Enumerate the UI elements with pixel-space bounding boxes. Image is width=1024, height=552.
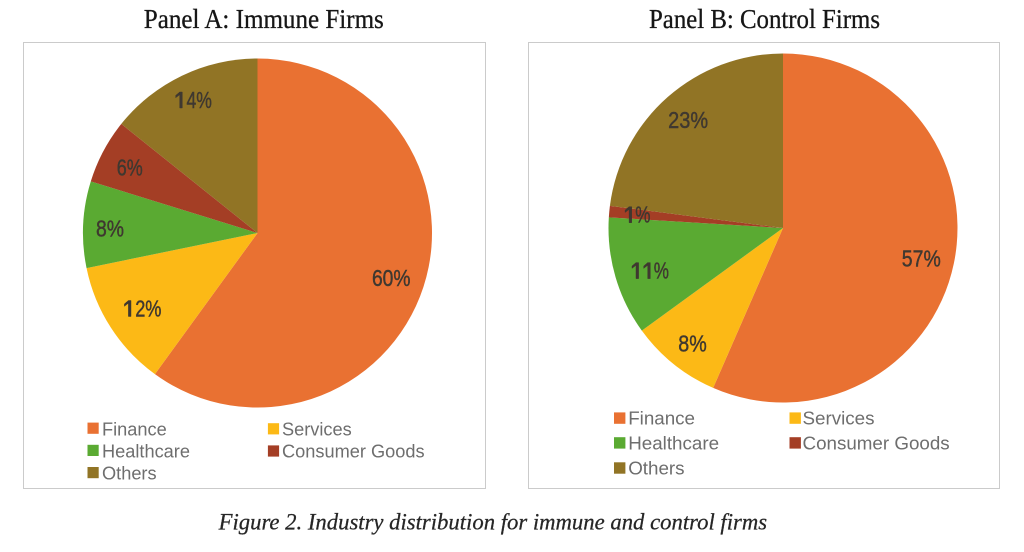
svg-text:6%: 6% — [117, 155, 143, 181]
svg-text:Healthcare: Healthcare — [628, 433, 719, 454]
svg-text:Others: Others — [102, 464, 157, 484]
svg-text:Services: Services — [282, 419, 352, 439]
svg-text:Consumer Goods: Consumer Goods — [282, 442, 425, 462]
svg-text:Healthcare: Healthcare — [102, 442, 190, 462]
svg-text:8%: 8% — [96, 216, 124, 242]
svg-text:60%: 60% — [372, 265, 411, 291]
svg-text:2%: 2% — [135, 296, 161, 322]
svg-text:Consumer Goods: Consumer Goods — [803, 433, 950, 454]
svg-text:Finance: Finance — [628, 408, 695, 429]
svg-text:Services: Services — [803, 408, 875, 429]
svg-text:Panel B: Control Firms: Panel B: Control Firms — [649, 4, 880, 34]
svg-text:4%: 4% — [187, 87, 212, 113]
svg-text:Others: Others — [628, 458, 684, 479]
svg-text:%: % — [635, 202, 650, 228]
svg-text:23%: 23% — [668, 107, 708, 133]
svg-text:Panel A: Immune Firms: Panel A: Immune Firms — [144, 4, 384, 34]
svg-text:8%: 8% — [678, 331, 707, 357]
svg-text:57%: 57% — [902, 246, 941, 272]
svg-text:%: % — [654, 258, 669, 284]
svg-text:Figure 2. Industry distributio: Figure 2. Industry distribution for immu… — [218, 509, 768, 534]
svg-text:Finance: Finance — [102, 419, 167, 439]
